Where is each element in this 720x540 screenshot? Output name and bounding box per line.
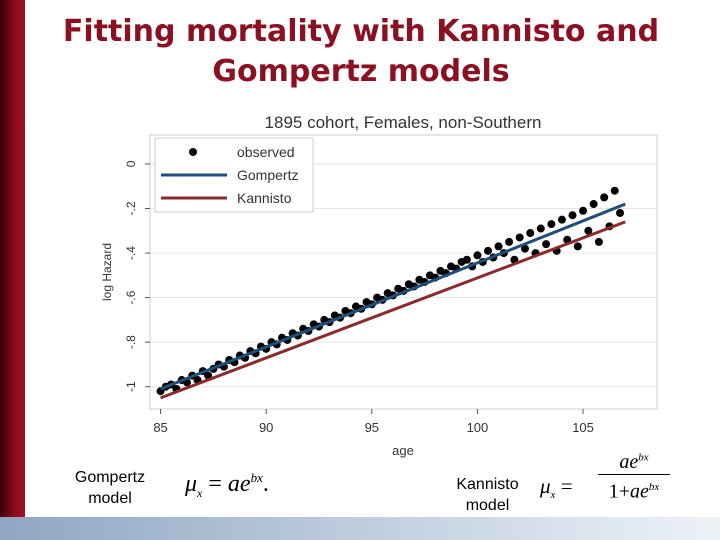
gompertz-label-line-2: model [88, 490, 132, 507]
observed-point [520, 244, 529, 253]
slide-title: Fitting mortality with Kannisto and Gomp… [40, 12, 682, 92]
observed-point [484, 246, 492, 255]
gompertz-line [160, 202, 626, 391]
y-tick-label: -.8 [124, 335, 138, 349]
kannisto-formula-lhs: μx = [540, 474, 573, 502]
x-tick-label: 85 [153, 420, 167, 435]
observed-point [547, 220, 556, 229]
kannisto-line [160, 220, 626, 400]
observed-point [557, 215, 566, 224]
observed-point [505, 237, 514, 246]
x-tick-label: 105 [572, 420, 594, 435]
plot-frame [149, 134, 658, 410]
legend-label-observed: observed [237, 144, 295, 160]
observed-point [579, 206, 588, 215]
y-axis-label: log Hazard [100, 243, 114, 301]
bottom-accent-bar [0, 517, 720, 540]
x-tick-label: 90 [259, 420, 273, 435]
observed-point [610, 186, 619, 195]
axis-ticks: 0 -.2 -.4 -.6 -.8 -1 85 90 95 100 105 [124, 160, 594, 435]
observed-point [526, 229, 535, 238]
observed-point [542, 240, 551, 249]
left-accent-bar [0, 0, 25, 540]
legend-label-kannisto: Kannisto [237, 190, 292, 206]
observed-point [600, 193, 609, 202]
x-tick-label: 100 [467, 420, 489, 435]
observed-point [494, 242, 503, 251]
x-axis-label: age [392, 443, 414, 458]
y-tick-label: 0 [124, 160, 138, 167]
observed-point [568, 211, 577, 220]
chart-legend: observed Gompertz Kannisto [154, 137, 314, 213]
kannisto-label: Kannisto model [440, 474, 535, 516]
observed-point [573, 242, 582, 251]
observed-point [584, 226, 593, 235]
observed-point [594, 237, 603, 246]
gompertz-label-line-1: Gompertz [74, 469, 146, 486]
y-tick-label: -.4 [124, 246, 138, 260]
slide-title-line-2: Gompertz models [212, 54, 510, 89]
gompertz-label: Gompertz model [60, 467, 160, 509]
kannisto-formula-fraction: aebx 1+aebx [598, 451, 670, 504]
observed-point [515, 233, 524, 242]
kannisto-label-line-2: model [465, 497, 510, 514]
model-lines [160, 202, 626, 400]
mortality-chart: 0 -.2 -.4 -.6 -.8 -1 85 90 95 100 105 observed Gomp… [100, 113, 658, 458]
legend-marker-observed [189, 148, 197, 156]
legend-label-gompertz: Gompertz [237, 167, 298, 183]
kannisto-label-line-1: Kannisto [456, 476, 519, 493]
y-tick-label: -1 [124, 381, 138, 392]
observed-point [589, 200, 598, 209]
y-tick-label: -.6 [124, 290, 138, 304]
observed-point [462, 255, 471, 264]
x-tick-label: 95 [365, 420, 379, 435]
chart-title: 1895 cohort, Females, non-Southern [265, 113, 542, 132]
observed-point [473, 251, 482, 260]
gompertz-formula: μx = aebx. [185, 470, 269, 500]
y-tick-label: -.2 [124, 201, 138, 215]
observed-point [536, 224, 545, 233]
slide-title-line-1: Fitting mortality with Kannisto and [62, 14, 660, 49]
observed-point [616, 208, 625, 217]
